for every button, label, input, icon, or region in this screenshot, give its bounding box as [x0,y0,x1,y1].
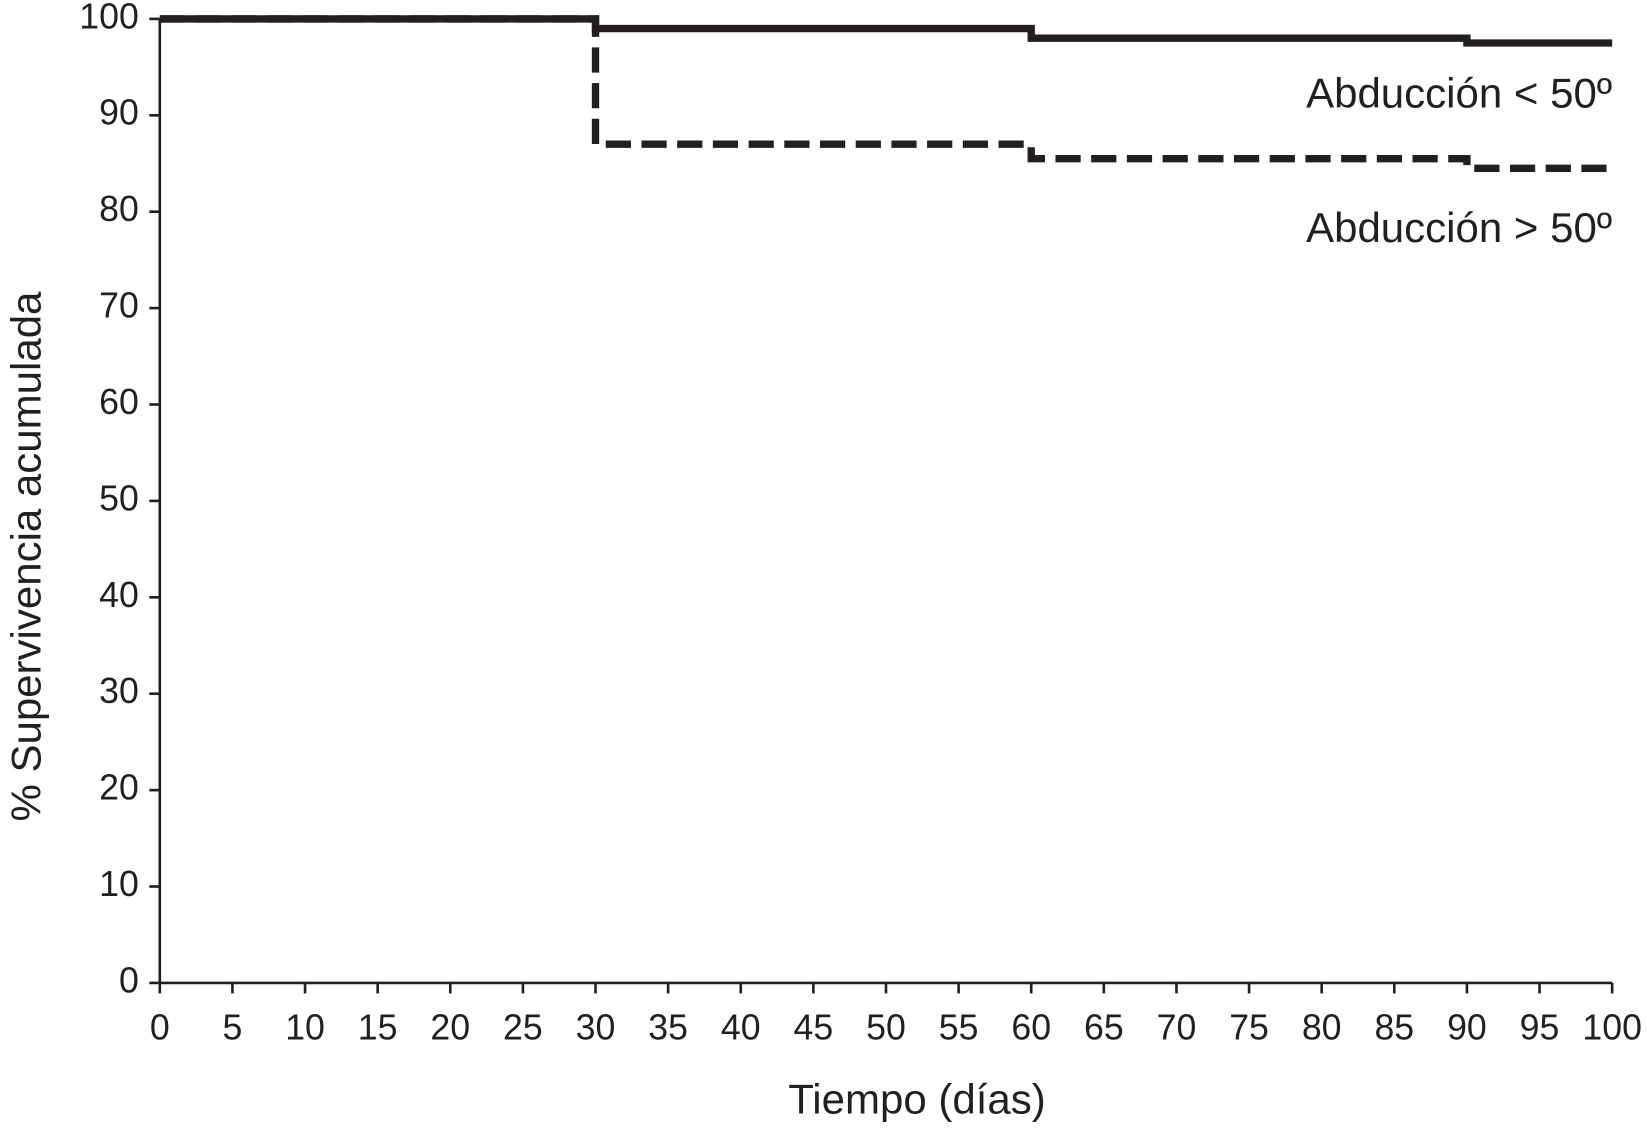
x-tick-label: 80 [1302,1008,1342,1048]
x-tick-label: 65 [1084,1008,1124,1048]
y-tick-label: 40 [99,575,139,615]
x-tick-label: 75 [1229,1008,1269,1048]
y-tick-label: 30 [99,671,139,711]
y-tick-label: 10 [99,864,139,904]
x-tick-label: 45 [794,1008,834,1048]
x-tick-label: 55 [939,1008,979,1048]
y-tick-label: 0 [119,960,139,1000]
x-tick-label: 30 [576,1008,616,1048]
x-tick-label: 70 [1157,1008,1197,1048]
survival-line [159,15,1613,173]
x-tick-label: 40 [721,1008,761,1048]
y-tick-label: 90 [99,93,139,133]
x-tick-label: 25 [503,1008,543,1048]
y-tick-label: 100 [79,0,139,36]
x-tick-label: 100 [1582,1008,1642,1048]
x-tick-label: 35 [648,1008,688,1048]
x-tick-label: 10 [285,1008,325,1048]
x-axis-label: Tiempo (días) [788,1076,1046,1123]
y-tick-label: 50 [99,478,139,518]
x-tick-label: 15 [358,1008,398,1048]
y-tick-label: 70 [99,286,139,326]
x-tick-label: 90 [1447,1008,1487,1048]
series-label: Abducción < 50º [1306,70,1612,117]
y-tick-label: 20 [99,768,139,808]
x-tick-label: 0 [150,1008,170,1048]
y-tick-label: 80 [99,189,139,229]
x-tick-label: 95 [1520,1008,1560,1048]
y-tick-label: 60 [99,382,139,422]
x-tick-label: 5 [222,1008,242,1048]
x-tick-label: 50 [866,1008,906,1048]
y-axis-label: % Supervivencia acumulada [3,291,50,822]
survival-line [159,15,1613,47]
x-tick-label: 20 [430,1008,470,1048]
x-tick-label: 85 [1374,1008,1414,1048]
series-label: Abducción > 50º [1306,204,1612,251]
x-tick-label: 60 [1011,1008,1051,1048]
